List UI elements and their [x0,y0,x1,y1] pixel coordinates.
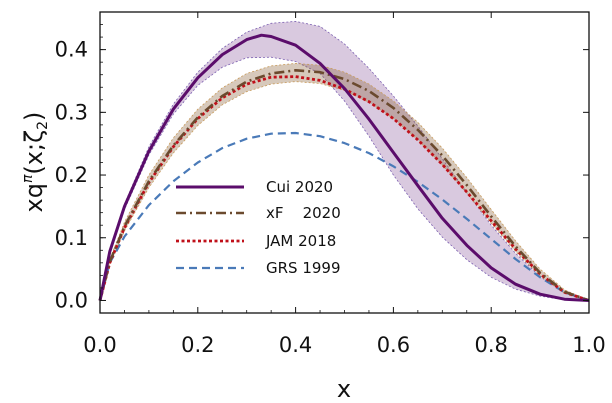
y-axis-label: xqπ(x;ζ2) [20,112,51,213]
legend-label: xF 2020 [266,204,341,222]
y-tick-label: 0.4 [55,38,88,62]
x-axis-label: x [337,375,351,403]
x-tick-label: 0.6 [377,333,410,357]
legend-label: JAM 2018 [265,232,336,250]
series-lines [98,33,590,302]
x-tick-label: 1.0 [572,333,605,357]
x-tick-label: 0.4 [279,333,312,357]
series-line-cui-2020 [98,33,590,302]
y-tick-label: 0.1 [55,226,88,250]
y-tick-label: 0.2 [55,163,88,187]
legend-label: Cui 2020 [266,178,333,196]
series-line-jam-2018 [98,75,590,302]
x-tick-label: 0.8 [474,333,507,357]
legend: Cui 2020 xF 2020 JAM 2018 GRS 1999 [176,178,341,277]
axis-ticks: 0.0 0.2 0.4 0.6 0.8 1.0 0.0 0.1 0.2 0.3 0.4 [55,12,606,357]
legend-label: GRS 1999 [266,259,341,277]
y-tick-label: 0.3 [55,100,88,124]
series-line-xf-2020 [98,69,590,302]
band-cui-2020 [99,20,590,301]
x-tick-label: 0.2 [181,333,214,357]
y-tick-label: 0.0 [55,288,88,312]
x-tick-label: 0.0 [83,333,116,357]
series-line-grs-1999 [98,131,590,302]
